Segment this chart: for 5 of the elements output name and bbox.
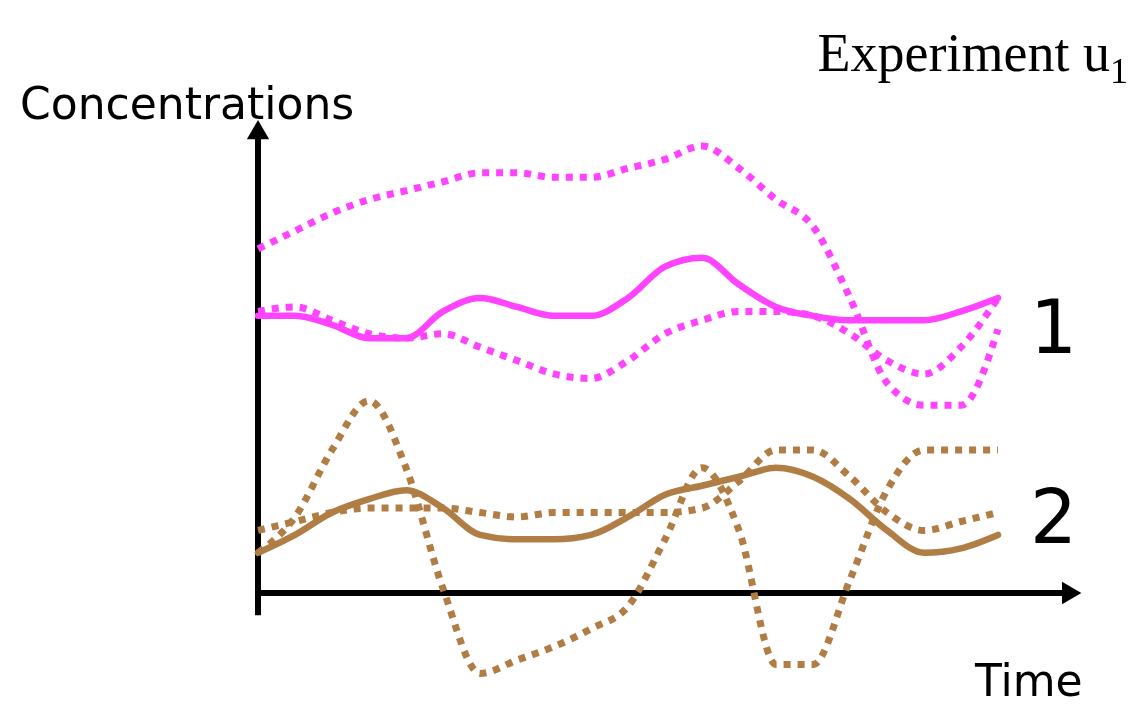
y-axis-title: Concentrations [20, 78, 355, 129]
text: 2 [1029, 474, 1078, 561]
chart-title: Experiment u$_{1}$ [817, 22, 1128, 92]
text: 1 [1029, 283, 1078, 370]
x-axis-title: Time [975, 655, 1083, 706]
